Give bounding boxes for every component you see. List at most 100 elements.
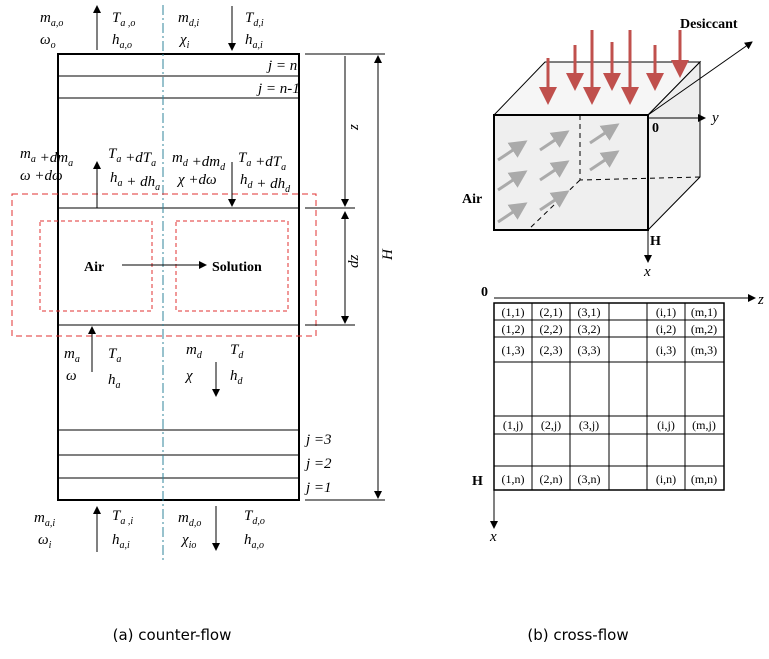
label-part: ω <box>66 368 77 384</box>
label-part: m <box>186 342 197 358</box>
subscript: a,i <box>45 518 56 529</box>
math-label: H <box>380 248 396 261</box>
math-label: ma,o <box>40 10 63 29</box>
grid-cell: (3,2) <box>578 322 601 336</box>
subscript: d <box>238 376 244 387</box>
grid-cell: (2,2) <box>540 322 563 336</box>
math-label: χ +dω <box>176 172 217 188</box>
label-part: m <box>64 346 75 362</box>
subscript: a,o <box>51 18 64 29</box>
math-label: χio <box>180 532 196 551</box>
x-axis: x <box>643 264 651 280</box>
label-part: j =2 <box>304 456 332 472</box>
label-part: h <box>244 532 252 548</box>
subscript: a <box>281 162 286 173</box>
origin: 0 <box>652 121 659 136</box>
caption: (a) counter-flow <box>113 626 232 644</box>
grid-cell: (1,j) <box>503 418 523 432</box>
subscript: a <box>151 158 156 169</box>
math-label: Td,o <box>244 508 265 527</box>
math-label: dz <box>346 255 362 269</box>
subscript: a <box>116 380 121 391</box>
grid-cell: (1,1) <box>502 305 525 319</box>
math-label: ω <box>66 368 77 384</box>
grid-cell: (3,1) <box>578 305 601 319</box>
label-part: j = n <box>266 58 297 74</box>
label-part: m <box>172 150 183 166</box>
subscript: io <box>189 540 197 551</box>
subscript: a <box>155 182 160 193</box>
label-part: m <box>40 10 51 26</box>
math-label: md,i <box>178 10 199 29</box>
diagram: ma,oTa ,oωoha,omd,iTd,iχiha,ij = nj = n-… <box>0 0 769 659</box>
grid-origin: 0 <box>481 285 488 300</box>
label-part: H <box>380 248 396 261</box>
grid-z: z <box>757 292 764 308</box>
subscript: a,o <box>252 540 265 551</box>
subscript: a <box>75 354 80 365</box>
math-label: j = n-1 <box>256 81 300 97</box>
subscript: a,o <box>120 40 133 51</box>
label-part: j = n-1 <box>256 81 300 97</box>
grid-cell: (m,3) <box>691 343 717 357</box>
grid-cell: (m,2) <box>691 322 717 336</box>
grid-cell: (i,n) <box>656 472 676 486</box>
grid-cell: (1,3) <box>502 343 525 357</box>
math-label: ha,i <box>112 532 130 551</box>
math-label: md +dmd <box>172 150 226 173</box>
subscript: a,i <box>120 540 131 551</box>
label-part: χ <box>184 368 193 384</box>
math-label: ωi <box>38 532 52 551</box>
math-label: hd + dhd <box>240 172 291 195</box>
math-label: ω +dω <box>20 168 63 184</box>
label-part: +dT <box>251 154 282 170</box>
solution-label: Solution <box>212 260 262 275</box>
height: H <box>650 234 661 249</box>
cross-flow-shapes <box>494 30 755 528</box>
desiccant: Desiccant <box>680 17 738 32</box>
label-part: + dh <box>123 174 156 190</box>
label-part: m <box>178 10 189 26</box>
subscript: o <box>51 40 56 51</box>
subscript: i <box>187 40 190 51</box>
subscript: a <box>116 354 121 365</box>
label-part: h <box>108 372 116 388</box>
math-label: md <box>186 342 203 361</box>
math-label: ha,i <box>245 32 263 51</box>
counter-flow-shapes <box>12 5 385 560</box>
label-part: h <box>112 32 120 48</box>
math-label: ma <box>64 346 80 365</box>
subscript: d <box>285 184 291 195</box>
subscript: a ,o <box>120 18 135 29</box>
label-part: h <box>230 368 238 384</box>
grid-cell: (2,1) <box>540 305 563 319</box>
label-part: h <box>112 532 120 548</box>
label-part: +dT <box>121 150 152 166</box>
math-label: j = n <box>266 58 297 74</box>
grid-cell: (2,3) <box>540 343 563 357</box>
math-label: ha,o <box>112 32 132 51</box>
subscript: a,i <box>253 40 264 51</box>
math-label: Ta ,o <box>112 10 135 29</box>
label-part: h <box>245 32 253 48</box>
caption: (b) cross-flow <box>527 626 628 644</box>
label-part: +dm <box>36 150 68 166</box>
grid-cell: (1,2) <box>502 322 525 336</box>
grid-cell: (3,3) <box>578 343 601 357</box>
math-label: χ <box>184 368 193 384</box>
grid-cell: (1,n) <box>502 472 525 486</box>
math-label: ha <box>108 372 121 391</box>
math-label: j =1 <box>304 480 332 496</box>
label-part: h <box>110 170 118 186</box>
subscript: d <box>238 350 244 361</box>
air: Air <box>462 192 482 207</box>
math-label: Ta +dTa <box>108 146 156 169</box>
grid-cell: (3,n) <box>578 472 601 486</box>
math-label: Ta ,i <box>112 508 133 527</box>
label-part: + dh <box>253 176 286 192</box>
subscript: a ,i <box>120 516 133 527</box>
label-part: dz <box>346 255 362 269</box>
subscript: i <box>49 540 52 551</box>
label-part: ω <box>38 532 49 548</box>
grid-cell: (3,j) <box>579 418 599 432</box>
